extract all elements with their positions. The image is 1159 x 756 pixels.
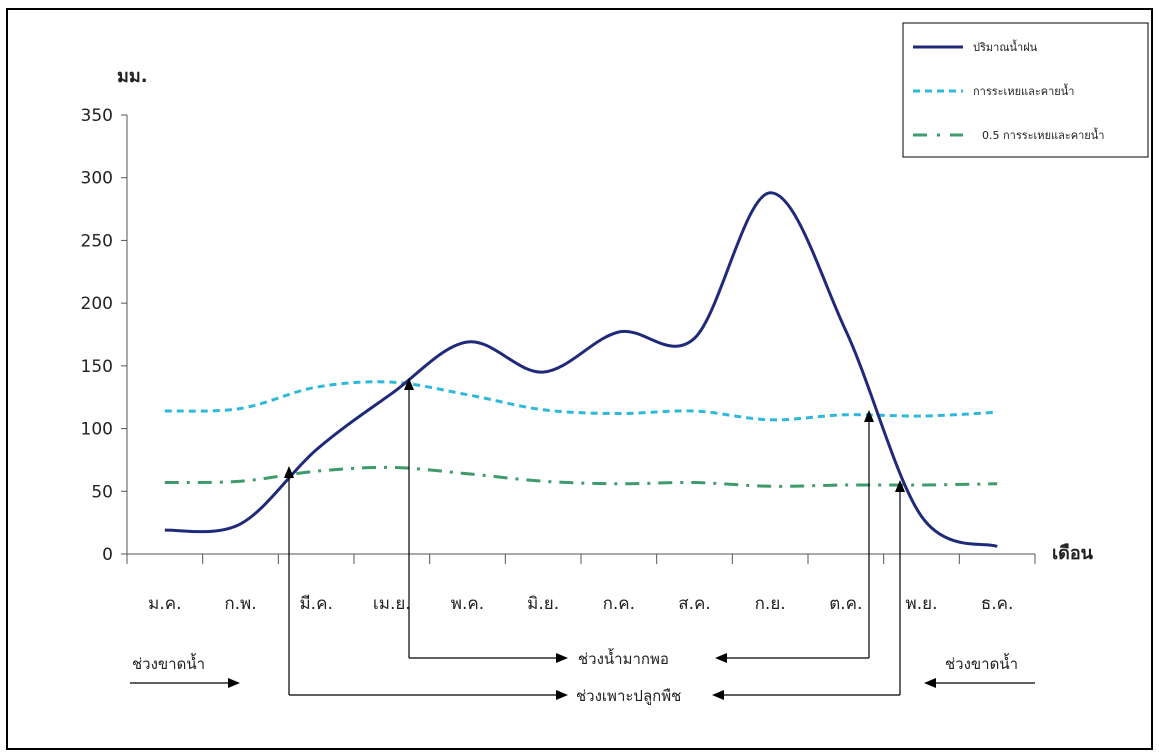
y-tick-label: 100: [81, 420, 113, 440]
deficit-right-label: ช่วงขาดน้ำ: [945, 653, 1018, 673]
x-tick-label: ส.ค.: [678, 594, 711, 614]
y-tick-label: 350: [81, 106, 113, 126]
arrowhead-left-2: [712, 690, 724, 700]
y-tick-label: 0: [102, 545, 113, 565]
x-tick-label: พ.ย.: [906, 594, 938, 614]
arrowhead-up-3: [284, 466, 294, 478]
x-tick-label: ก.พ.: [224, 594, 256, 614]
arrowhead-up-2: [864, 410, 874, 422]
x-tick-label: เม.ย.: [373, 594, 411, 614]
annotation-arrows: [130, 384, 1035, 696]
x-tick-label: พ.ค.: [451, 594, 484, 614]
x-tick-label: ก.ค.: [603, 594, 635, 614]
x-tick-label: ก.ย.: [755, 594, 786, 614]
x-tick-label: มี.ค.: [299, 594, 332, 614]
x-tick-label: มิ.ย.: [527, 594, 559, 614]
y-tick-label: 50: [91, 482, 113, 502]
x-axis-label: เดือน: [1052, 543, 1094, 564]
arrowhead-left-1: [715, 653, 727, 663]
arrowhead-up-1: [404, 378, 414, 390]
arrowhead-up-4: [895, 480, 905, 492]
x-tick-label: ธ.ค.: [981, 594, 1014, 614]
arrowhead-left-3: [924, 678, 936, 688]
y-tick-label: 300: [81, 169, 113, 189]
legend-label: การระเหยและคายน้ำ: [973, 83, 1074, 98]
arrowhead-right-1: [556, 653, 568, 663]
x-tick-label: ต.ค.: [829, 594, 862, 614]
series-line-2: [164, 465, 998, 488]
arrow-heads: [228, 378, 936, 700]
legend-label: ปริมาณน้ำฝน: [973, 39, 1038, 54]
series-line-1: [164, 380, 998, 422]
x-tick-label: ม.ค.: [148, 594, 181, 614]
y-tick-label: 150: [81, 357, 113, 377]
legend-label: 0.5 การระเหยและคายน้ำ: [982, 127, 1104, 142]
series-line-0: [164, 191, 998, 548]
arrowhead-right-3: [228, 678, 240, 688]
surplus-label: ช่วงน้ำมากพอ: [578, 648, 669, 668]
growing-label: ช่วงเพาะปลูกพืช: [576, 687, 681, 705]
y-axis-label: มม.: [117, 66, 148, 87]
arrowhead-right-2: [556, 690, 568, 700]
deficit-left-label: ช่วงขาดน้ำ: [132, 653, 205, 673]
y-tick-label: 200: [81, 294, 113, 314]
y-tick-label: 250: [81, 231, 113, 251]
